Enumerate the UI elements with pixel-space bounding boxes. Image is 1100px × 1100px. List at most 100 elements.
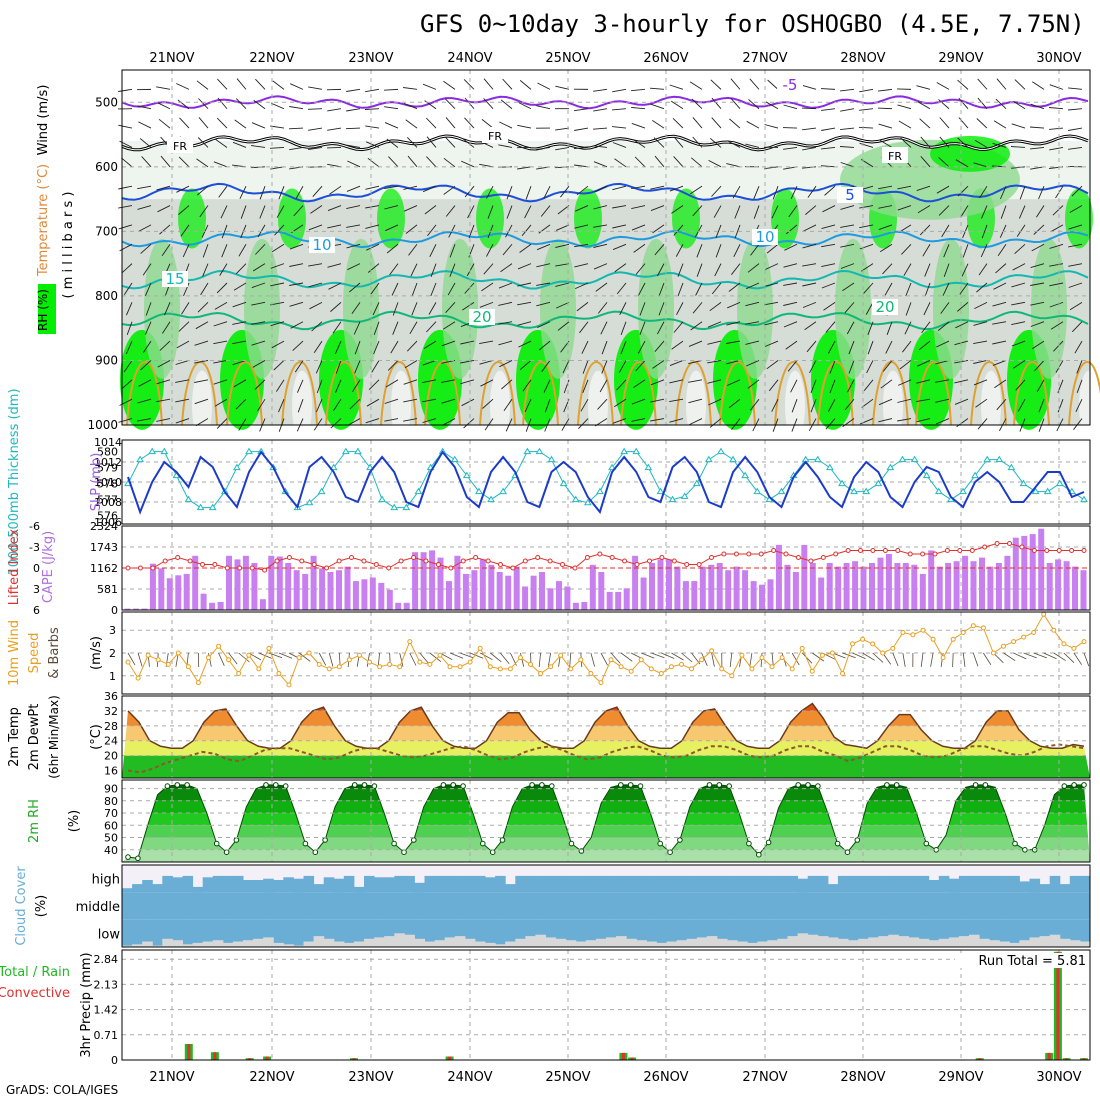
precip-convective-bar — [187, 1044, 191, 1060]
cloud-low-bar — [858, 938, 869, 947]
wind-barb — [633, 243, 646, 253]
wind-barb — [859, 224, 874, 229]
wind-barb — [575, 205, 589, 212]
wind10-barb — [892, 652, 899, 667]
wind-barb — [658, 282, 665, 297]
wind-barb — [922, 244, 931, 257]
cloud-middle-bar — [444, 892, 456, 920]
isotherm-25-loop — [817, 361, 854, 426]
pressure-tick: 900 — [95, 353, 118, 367]
wind-barb — [961, 263, 969, 277]
wind-barb — [253, 100, 266, 110]
wind-barb — [179, 117, 190, 129]
thickness-marker — [354, 447, 362, 455]
wind-barb — [118, 418, 133, 423]
rh2m-marker — [637, 783, 644, 789]
wind-barb — [556, 301, 570, 309]
wind-barb — [164, 302, 171, 316]
wind-barb — [903, 263, 912, 276]
cape-bar — [471, 570, 478, 610]
wind-barb — [654, 155, 665, 168]
wind-barb — [536, 301, 551, 307]
run-total-bg — [955, 953, 1087, 968]
wind10-marker — [568, 666, 574, 672]
wind-barb — [144, 282, 152, 296]
wind-barb — [631, 205, 646, 210]
wind-barb — [461, 398, 475, 407]
wind-barb — [941, 224, 950, 238]
cape-bar — [200, 593, 207, 610]
wind-barb — [195, 321, 209, 330]
pressure-tick: 1000 — [87, 418, 118, 432]
wind-barb — [442, 418, 456, 426]
cape-bar — [446, 581, 452, 610]
wind-barb — [426, 156, 437, 168]
cloud-low-bar — [585, 940, 597, 947]
legend-temperature: Temperature (°C) — [36, 164, 51, 277]
cloud-low-bar — [202, 941, 214, 947]
cloud-low-bar — [545, 937, 557, 947]
wind-barb — [707, 360, 722, 364]
wind-barb — [764, 166, 779, 170]
wind-barb — [175, 398, 190, 403]
cloud-high-bar — [172, 877, 183, 893]
li-marker — [882, 548, 888, 553]
wind-barb — [560, 185, 570, 198]
wind-barb — [315, 399, 323, 413]
cloud-middle-bar — [172, 892, 183, 920]
wind-barb — [290, 321, 304, 329]
wind-barb — [194, 398, 209, 405]
upper-ylabel: ( m i l l i b a r s ) — [61, 192, 76, 299]
wind-barb — [957, 137, 969, 148]
wind-barb — [707, 321, 722, 328]
cloud-middle-bar — [293, 892, 304, 920]
wind10-marker — [125, 659, 131, 665]
rh-tick: 90 — [104, 783, 118, 796]
wind-barb — [801, 107, 817, 110]
cloud-middle-bar — [303, 892, 315, 920]
cape-bar — [869, 563, 875, 610]
cloud-high-bar — [666, 875, 678, 893]
wind-barb — [252, 360, 266, 368]
wind-barb — [593, 263, 608, 270]
cloud-middle-bar — [384, 892, 395, 920]
temp-ylabel-1: 2m Temp — [7, 707, 22, 767]
rh2m-marker — [263, 782, 269, 788]
rh2m-marker — [302, 840, 309, 847]
wind-barb — [194, 340, 209, 346]
wind-barb — [347, 263, 361, 271]
wind-barb — [1030, 166, 1045, 170]
wind-barb — [878, 418, 893, 423]
cloud-low-bar — [253, 938, 264, 947]
wind-barb — [825, 321, 836, 333]
cloud-low-bar — [495, 944, 506, 947]
wind-barb — [178, 156, 190, 168]
wind-barb — [200, 282, 209, 296]
cloud-middle-bar — [243, 892, 254, 920]
cloud-high-bar — [565, 875, 577, 893]
wind-barb — [917, 205, 931, 214]
wind-barb — [215, 139, 228, 148]
thickness-marker — [729, 455, 737, 463]
wind-barb — [916, 85, 931, 90]
precip-tick: 2.13 — [94, 978, 119, 991]
cape-bar — [1063, 561, 1070, 610]
wind-barb — [1074, 340, 1083, 354]
wind-barb — [859, 418, 874, 425]
cape-bar — [462, 573, 469, 610]
cloud-middle-bar — [666, 892, 678, 920]
cloud-high-bar — [323, 877, 335, 893]
wind-barb — [670, 100, 684, 110]
wind10-ylabel-1: 10m Wind — [7, 620, 22, 686]
panel-frame — [121, 864, 1091, 948]
wind-barb — [958, 97, 969, 110]
wind-barb — [938, 99, 950, 110]
wind-barb — [923, 302, 931, 316]
li-marker — [721, 551, 727, 557]
wind10-barb — [952, 652, 954, 668]
wind10-marker — [518, 655, 523, 661]
li-marker — [349, 555, 354, 560]
thickness-marker — [1019, 479, 1028, 487]
wind-barb — [409, 321, 418, 335]
cape-bar — [649, 563, 655, 610]
